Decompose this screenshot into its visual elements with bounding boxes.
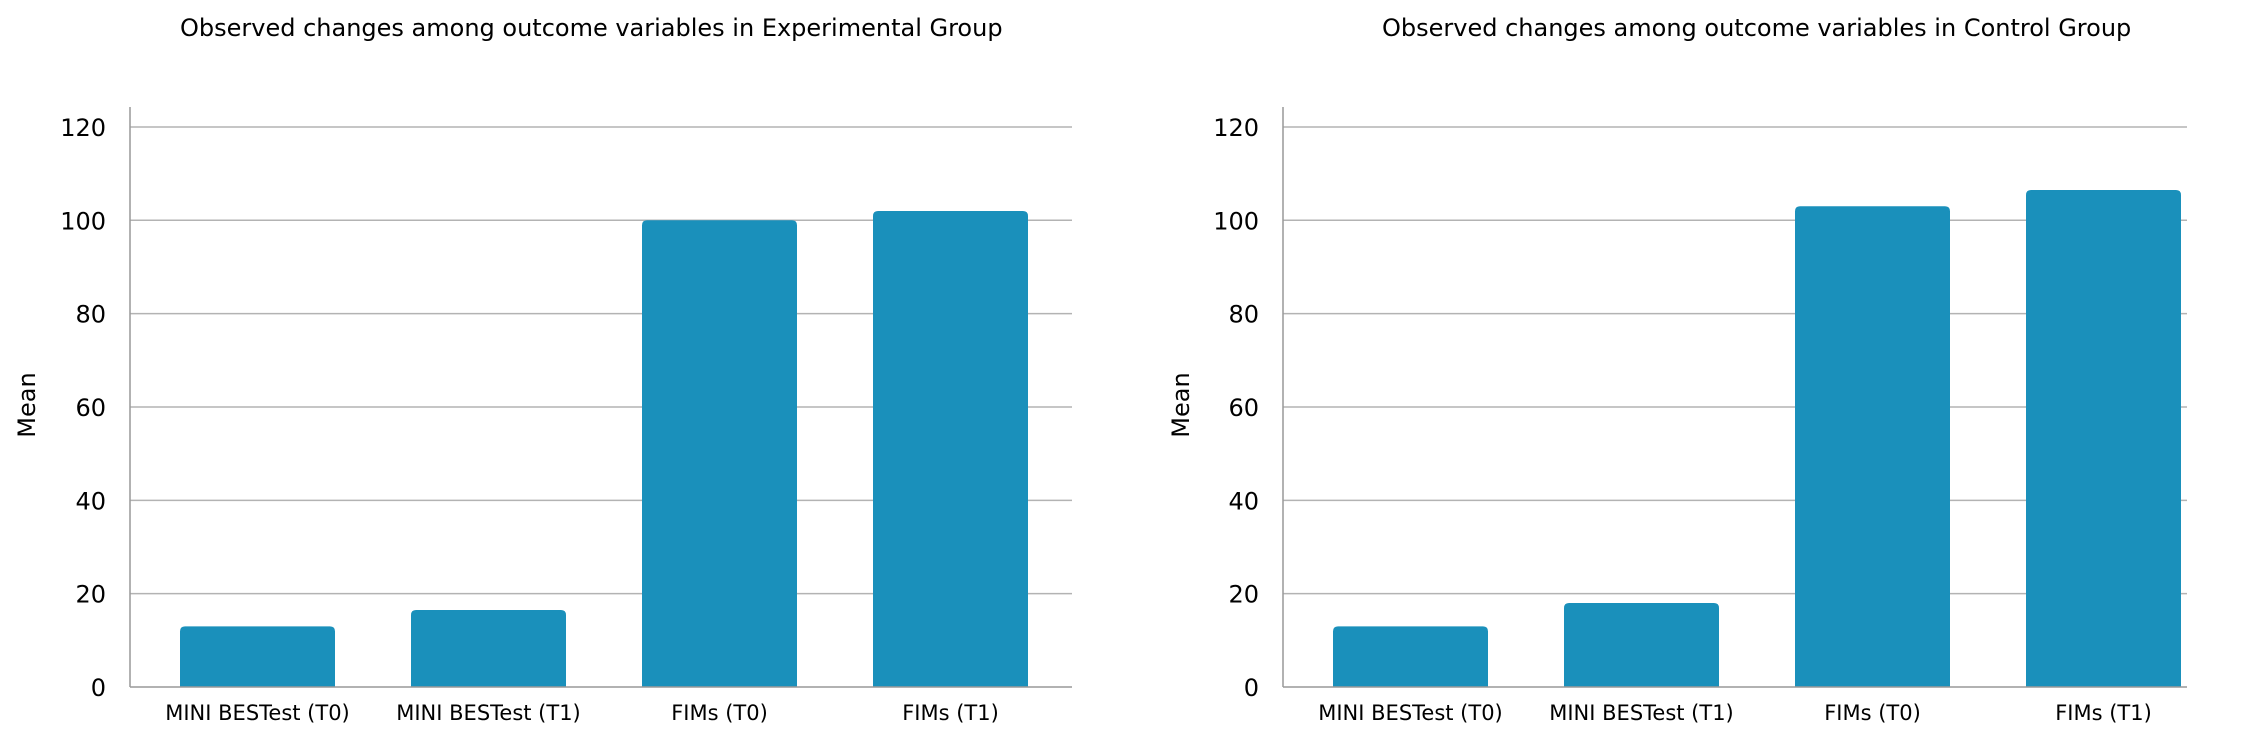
chart-canvas: 0 20 40 60 80 100 120 MINI BESTest (T0) MINI BES… <box>13 107 1072 725</box>
y-tick-label: 80 <box>1228 301 1259 329</box>
x-category-label: FIMs (T1) <box>2055 701 2152 725</box>
y-tick-label: 40 <box>1228 487 1259 515</box>
x-category-label: MINI BESTest (T0) <box>1318 701 1503 725</box>
bar <box>180 626 335 687</box>
bar <box>642 220 797 688</box>
control-group-chart: 0 20 40 60 80 100 120 MINI BESTest (T0) MINI BES… <box>1125 0 2251 747</box>
y-tick-label: 60 <box>75 394 106 422</box>
chart-title: Observed changes among outcome variables… <box>1382 14 2132 42</box>
x-category-label: MINI BESTest (T1) <box>1549 701 1734 725</box>
chart-title: Observed changes among outcome variables… <box>180 14 1003 42</box>
bar <box>1795 206 1950 687</box>
x-category-label: FIMs (T1) <box>902 701 999 725</box>
y-tick-label: 20 <box>1228 581 1259 609</box>
y-tick-label: 0 <box>1244 674 1259 702</box>
chart-canvas: 0 20 40 60 80 100 120 MINI BESTest (T0) MINI BES… <box>1167 107 2187 725</box>
bar <box>1333 626 1488 687</box>
y-tick-label: 40 <box>75 487 106 515</box>
x-category-label: FIMs (T0) <box>671 701 768 725</box>
x-category-label: FIMs (T0) <box>1824 701 1921 725</box>
bar <box>873 210 1028 687</box>
bar <box>411 609 566 687</box>
y-tick-label: 100 <box>60 207 106 235</box>
bar <box>1564 602 1719 687</box>
x-category-label: MINI BESTest (T0) <box>165 701 350 725</box>
experimental-group-chart: 0 20 40 60 80 100 120 MINI BESTest (T0) MINI BES… <box>0 0 1125 747</box>
y-axis-title: Mean <box>13 372 41 437</box>
y-tick-label: 120 <box>1213 114 1259 142</box>
y-axis-title: Mean <box>1167 372 1195 437</box>
y-tick-label: 80 <box>75 301 106 329</box>
x-category-label: MINI BESTest (T1) <box>396 701 581 725</box>
bar <box>2026 189 2181 688</box>
y-tick-label: 20 <box>75 581 106 609</box>
y-tick-label: 120 <box>60 114 106 142</box>
y-tick-label: 60 <box>1228 394 1259 422</box>
y-tick-label: 0 <box>91 674 106 702</box>
y-tick-label: 100 <box>1213 207 1259 235</box>
